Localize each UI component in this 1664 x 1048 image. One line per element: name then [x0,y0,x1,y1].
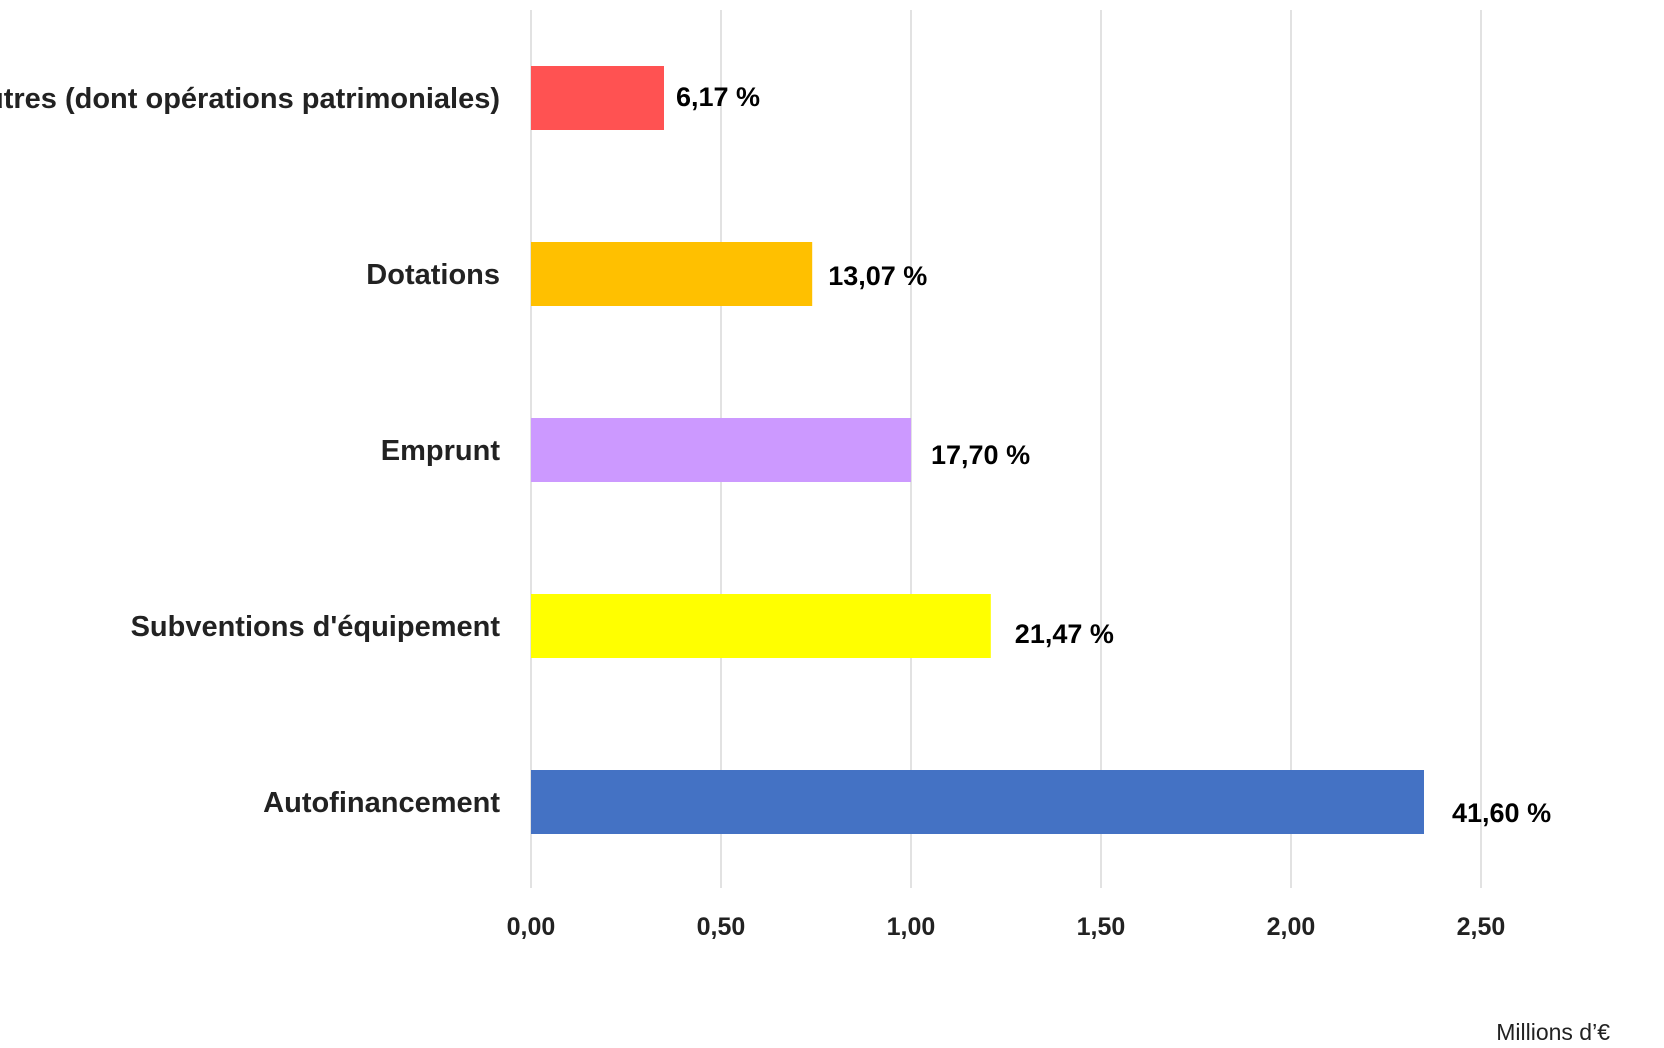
bar [531,770,1424,834]
bar [531,242,813,306]
bar [531,594,991,658]
x-tick-label: 0,00 [507,913,556,941]
x-tick-label: 2,50 [1457,913,1506,941]
data-label: 41,60 % [1452,798,1551,828]
x-tick-label: 1,50 [1077,913,1126,941]
x-tick-label: 2,00 [1267,913,1316,941]
bar [531,66,664,130]
x-axis-unit-label: Millions d’€ [1496,1019,1610,1045]
data-labels: 6,17 % 13,07 % 17,70 % 21,47 % 41,60 % [676,82,1551,828]
bar [531,418,911,482]
x-tick-label: 1,00 [887,913,936,941]
category-label: Subventions d'équipement [131,611,501,643]
x-tick-label: 0,50 [697,913,746,941]
bars [531,66,1424,834]
category-label: Dotations [366,259,500,291]
data-label: 6,17 % [676,82,760,112]
data-label: 13,07 % [828,261,927,291]
category-label: Autres (dont opérations patrimoniales) [0,83,500,115]
x-axis-tick-labels: 0,00 0,50 1,00 1,50 2,00 2,50 [507,913,1506,941]
data-label: 17,70 % [931,440,1030,470]
category-label: Emprunt [381,435,501,467]
category-labels: Autres (dont opérations patrimoniales) Do… [0,83,500,819]
data-label: 21,47 % [1015,619,1114,649]
category-label: Autofinancement [263,787,500,819]
